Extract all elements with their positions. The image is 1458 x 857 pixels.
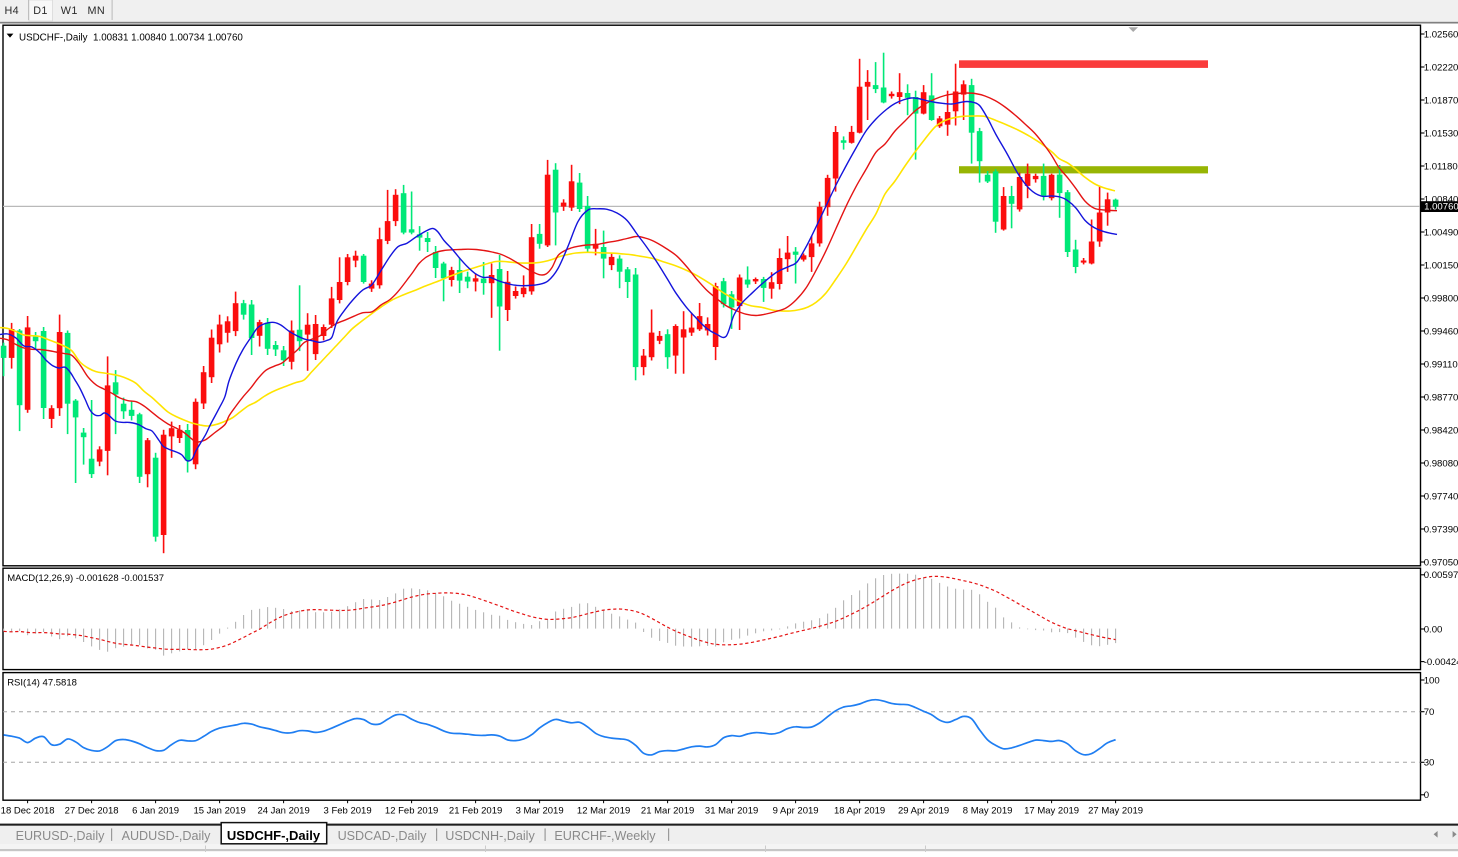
svg-text:0.99800: 0.99800 (1424, 293, 1458, 304)
svg-text:1.02560: 1.02560 (1424, 29, 1458, 40)
svg-text:29 Apr 2019: 29 Apr 2019 (898, 806, 949, 817)
svg-text:12 Feb 2019: 12 Feb 2019 (385, 806, 438, 817)
svg-text:15 Jan 2019: 15 Jan 2019 (193, 806, 245, 817)
svg-text:0.97050: 0.97050 (1424, 557, 1458, 568)
svg-text:D1: D1 (33, 5, 48, 17)
svg-text:27 May 2019: 27 May 2019 (1088, 806, 1143, 817)
svg-text:0.00597: 0.00597 (1424, 570, 1458, 581)
svg-text:1.00760: 1.00760 (1424, 202, 1458, 213)
svg-text:0.00: 0.00 (1424, 624, 1443, 635)
svg-text:USDCNH-,Daily: USDCNH-,Daily (445, 829, 535, 843)
svg-text:0.99460: 0.99460 (1424, 326, 1458, 337)
svg-text:USDCHF-,Daily: USDCHF-,Daily (227, 828, 321, 843)
svg-text:H4: H4 (4, 5, 19, 17)
svg-text:100: 100 (1424, 675, 1440, 686)
svg-text:17 May 2019: 17 May 2019 (1024, 806, 1079, 817)
svg-text:AUDUSD-,Daily: AUDUSD-,Daily (122, 829, 212, 843)
svg-text:1.00150: 1.00150 (1424, 260, 1458, 271)
svg-text:0.97390: 0.97390 (1424, 524, 1458, 535)
svg-text:70: 70 (1424, 707, 1435, 718)
svg-text:21 Feb 2019: 21 Feb 2019 (449, 806, 502, 817)
svg-text:1.00490: 1.00490 (1424, 227, 1458, 238)
svg-text:MACD(12,26,9) -0.001628 -0.001: MACD(12,26,9) -0.001628 -0.001537 (7, 573, 164, 584)
svg-text:0.98420: 0.98420 (1424, 425, 1458, 436)
svg-text:1.00840: 1.00840 (1424, 194, 1458, 205)
svg-text:1.01180: 1.01180 (1424, 161, 1458, 172)
svg-text:24 Jan 2019: 24 Jan 2019 (257, 806, 309, 817)
svg-text:18 Dec 2018: 18 Dec 2018 (1, 806, 55, 817)
svg-text:30: 30 (1424, 758, 1435, 769)
svg-text:1.01530: 1.01530 (1424, 128, 1458, 139)
svg-text:8 May 2019: 8 May 2019 (963, 806, 1013, 817)
svg-text:27 Dec 2018: 27 Dec 2018 (65, 806, 119, 817)
svg-text:18 Apr 2019: 18 Apr 2019 (834, 806, 885, 817)
svg-text:0.98770: 0.98770 (1424, 392, 1458, 403)
svg-text:0.99110: 0.99110 (1424, 359, 1458, 370)
svg-text:1.02220: 1.02220 (1424, 62, 1458, 73)
svg-text:EURCHF-,Weekly: EURCHF-,Weekly (554, 829, 656, 843)
svg-text:EURUSD-,Daily: EURUSD-,Daily (16, 829, 106, 843)
svg-text:3 Mar 2019: 3 Mar 2019 (516, 806, 564, 817)
svg-text:21 Mar 2019: 21 Mar 2019 (641, 806, 694, 817)
svg-text:-0.00424: -0.00424 (1424, 657, 1458, 668)
svg-text:USDCAD-,Daily: USDCAD-,Daily (338, 829, 428, 843)
svg-text:0.97740: 0.97740 (1424, 491, 1458, 502)
svg-text:1.01870: 1.01870 (1424, 95, 1458, 106)
svg-text:USDCHF-,Daily 1.00831 1.00840: USDCHF-,Daily 1.00831 1.00840 1.00734 1.… (19, 33, 243, 44)
svg-text:RSI(14) 47.5818: RSI(14) 47.5818 (7, 677, 77, 688)
svg-text:31 Mar 2019: 31 Mar 2019 (705, 806, 758, 817)
svg-text:12 Mar 2019: 12 Mar 2019 (577, 806, 630, 817)
svg-text:MN: MN (88, 5, 106, 17)
svg-text:W1: W1 (61, 5, 78, 17)
svg-text:3 Feb 2019: 3 Feb 2019 (324, 806, 372, 817)
svg-text:0: 0 (1424, 790, 1429, 801)
svg-text:9 Apr 2019: 9 Apr 2019 (773, 806, 819, 817)
svg-text:0.98080: 0.98080 (1424, 458, 1458, 469)
svg-text:6 Jan 2019: 6 Jan 2019 (132, 806, 179, 817)
